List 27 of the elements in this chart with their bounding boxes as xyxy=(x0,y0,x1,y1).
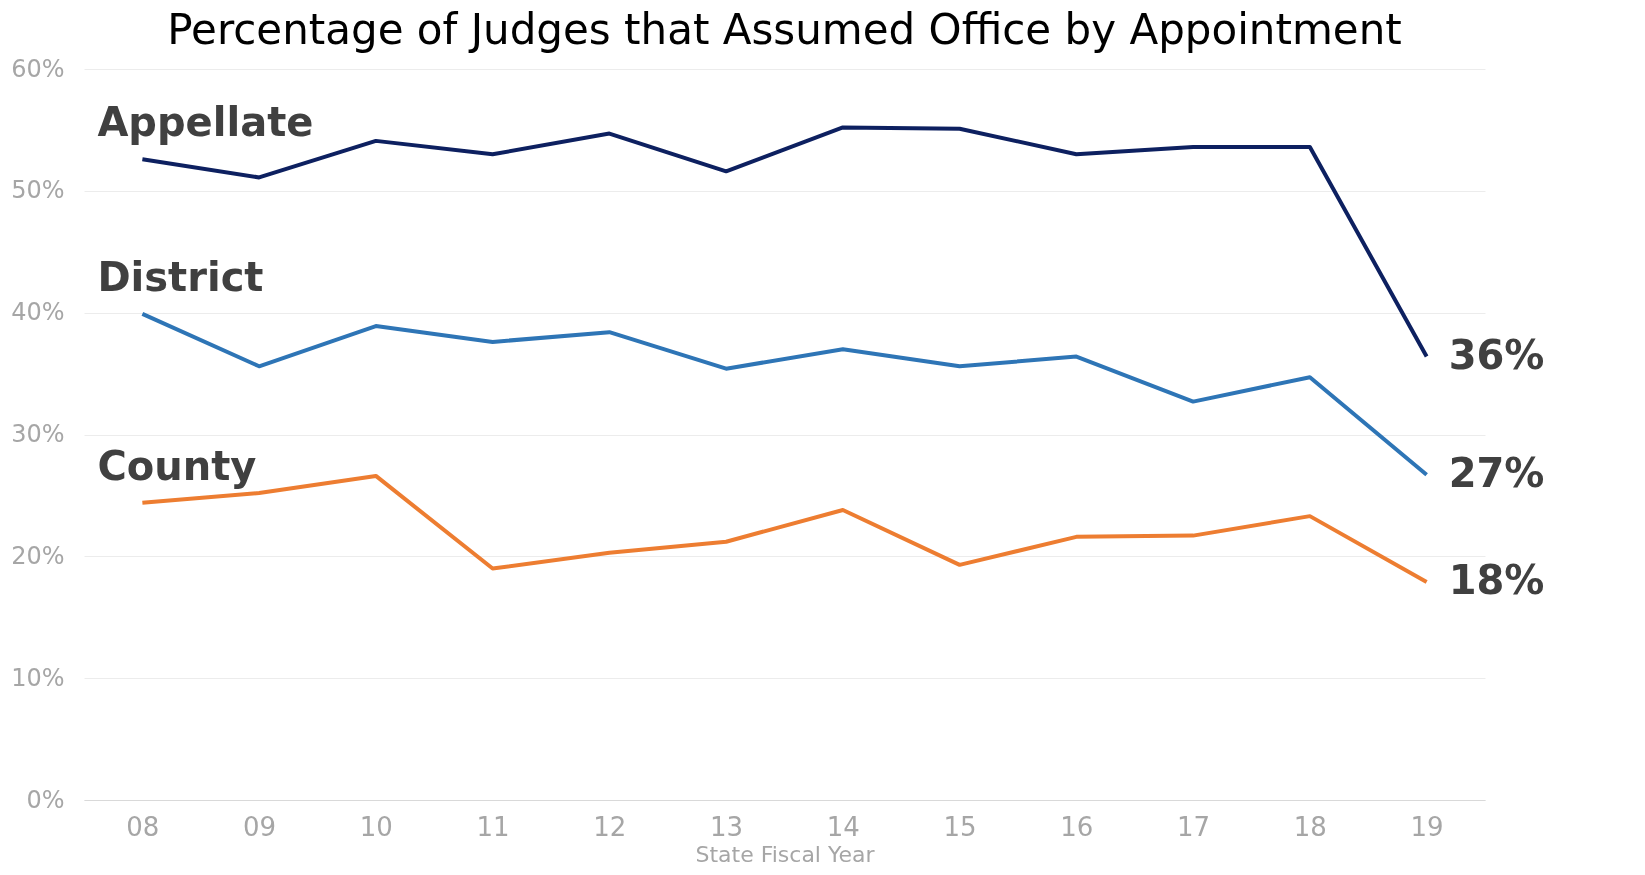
y-tick-label: 10% xyxy=(11,663,65,692)
x-tick-label: 11 xyxy=(476,811,510,842)
x-tick-label: 19 xyxy=(1410,811,1444,842)
x-tick-label: 17 xyxy=(1177,811,1211,842)
x-tick-label: 14 xyxy=(826,811,860,842)
y-tick-label: 20% xyxy=(11,541,65,570)
series-label: District xyxy=(97,253,264,300)
x-tick-label: 16 xyxy=(1060,811,1094,842)
y-tick-label: 0% xyxy=(26,785,65,814)
x-axis-title: State Fiscal Year xyxy=(695,841,876,867)
y-tick-label: 40% xyxy=(11,298,65,327)
x-tick-label: 15 xyxy=(943,811,977,842)
x-tick-label: 09 xyxy=(243,811,277,842)
x-tick-label: 18 xyxy=(1293,811,1327,842)
y-tick-label: 50% xyxy=(11,176,65,205)
data-label: 36% xyxy=(1448,331,1545,378)
y-tick-label: 30% xyxy=(11,420,65,448)
series-label: County xyxy=(97,442,257,489)
y-tick-label: 60% xyxy=(11,54,65,83)
x-tick-label: 10 xyxy=(359,811,393,842)
x-tick-label: 08 xyxy=(126,811,160,842)
chart-title: Percentage of Judges that Assumed Office by Appointment xyxy=(167,5,1402,54)
data-label: 18% xyxy=(1448,556,1545,603)
x-tick-label: 13 xyxy=(710,811,744,842)
x-tick-label: 12 xyxy=(593,811,627,842)
data-label: 27% xyxy=(1448,449,1545,496)
series-label: Appellate xyxy=(97,99,314,146)
